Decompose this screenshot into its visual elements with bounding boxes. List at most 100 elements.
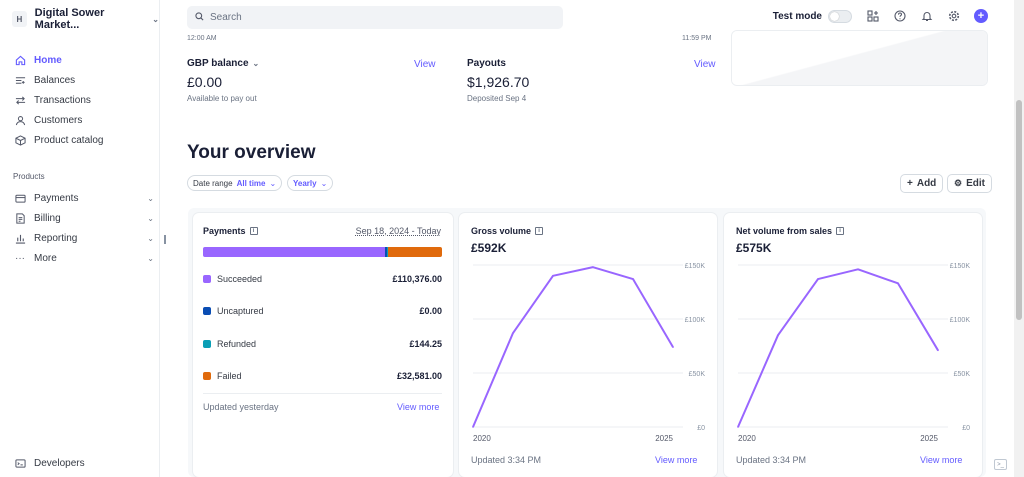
list-item[interactable]: Refunded £144.25 bbox=[203, 339, 442, 349]
sidebar-item-product-catalog[interactable]: Product catalog bbox=[14, 130, 154, 150]
plus-icon: + bbox=[907, 178, 913, 189]
sidebar-item-transactions[interactable]: Transactions bbox=[14, 90, 154, 110]
payments-icon bbox=[14, 192, 26, 204]
payments-date-range[interactable]: Sep 18, 2024 - Today bbox=[355, 226, 441, 236]
net-view-more[interactable]: View more bbox=[920, 455, 963, 465]
sidebar-item-more[interactable]: ··· More ⌄ bbox=[14, 248, 154, 268]
gross-title: Gross volume bbox=[471, 226, 532, 236]
x-tick-label: 2025 bbox=[920, 434, 938, 443]
home-icon bbox=[14, 54, 26, 66]
row-value: £32,581.00 bbox=[396, 371, 442, 381]
info-icon[interactable]: i bbox=[836, 227, 845, 235]
chevron-down-icon: ⌄ bbox=[147, 233, 154, 243]
help-icon[interactable] bbox=[893, 10, 906, 23]
account-avatar: H bbox=[12, 11, 27, 27]
search-icon bbox=[195, 11, 204, 24]
net-title: Net volume from sales bbox=[736, 226, 833, 236]
products-nav: Products Payments ⌄ Billing ⌄ Reporting … bbox=[13, 172, 154, 268]
interval-filter[interactable]: Yearly ⌄ bbox=[287, 175, 334, 191]
gbp-balance: GBP balance ⌄ £0.00 Available to pay out bbox=[187, 58, 259, 103]
payments-view-more[interactable]: View more bbox=[397, 402, 440, 412]
payouts-amount: $1,926.70 bbox=[467, 74, 530, 90]
gbp-balance-sub: Available to pay out bbox=[187, 94, 257, 103]
net-volume-card: Net volume from sales i £575K £150K £100K… bbox=[724, 213, 982, 477]
chevron-down-icon: ⌄ bbox=[147, 193, 154, 203]
bell-icon[interactable] bbox=[920, 10, 933, 23]
section-label-products: Products bbox=[13, 172, 45, 181]
search-input[interactable]: Search bbox=[187, 6, 563, 29]
row-value: £144.25 bbox=[409, 339, 442, 349]
row-label: Refunded bbox=[217, 339, 257, 349]
sidebar-collapse-handle[interactable] bbox=[164, 235, 166, 244]
net-updated: Updated 3:34 PM bbox=[736, 455, 807, 465]
sidebar-item-billing[interactable]: Billing ⌄ bbox=[14, 208, 154, 228]
time-tick-end: 11:59 PM bbox=[682, 35, 712, 42]
sidebar-item-balances[interactable]: Balances bbox=[14, 70, 154, 90]
sidebar-item-label: More bbox=[34, 252, 57, 264]
edit-label: Edit bbox=[966, 178, 985, 189]
bar-segment-refunded bbox=[386, 247, 388, 257]
y-tick-label: £0 bbox=[962, 425, 970, 432]
apps-icon[interactable] bbox=[866, 10, 879, 23]
info-icon[interactable]: i bbox=[249, 227, 258, 235]
y-tick-label: £0 bbox=[697, 425, 705, 432]
payouts-summary: Payouts $1,926.70 Deposited Sep 4 bbox=[467, 58, 529, 103]
toggle-switch[interactable] bbox=[828, 9, 852, 23]
gbp-balance-dropdown[interactable]: GBP balance ⌄ bbox=[187, 58, 259, 69]
payouts-view-link[interactable]: View bbox=[694, 59, 716, 70]
payouts-sub: Deposited Sep 4 bbox=[467, 94, 527, 103]
sidebar-item-developers[interactable]: Developers bbox=[14, 453, 154, 473]
sidebar-item-label: Balances bbox=[34, 74, 76, 86]
sidebar-item-label: Developers bbox=[34, 457, 85, 469]
gross-view-more[interactable]: View more bbox=[655, 455, 698, 465]
row-value: £0.00 bbox=[419, 306, 442, 316]
terminal-icon[interactable]: >_ bbox=[994, 459, 1007, 470]
bar-segment-failed bbox=[387, 247, 442, 257]
primary-nav: Home Balances Transactions Customers Pro… bbox=[14, 50, 154, 150]
list-item[interactable]: Succeeded £110,376.00 bbox=[203, 274, 442, 284]
y-tick-label: £150K bbox=[950, 263, 971, 270]
card-title: Gross volume i bbox=[471, 226, 544, 236]
sidebar-item-customers[interactable]: Customers bbox=[14, 110, 154, 130]
row-label: Failed bbox=[217, 371, 242, 381]
billing-icon bbox=[14, 212, 26, 224]
x-tick-label: 2020 bbox=[738, 434, 756, 443]
terminal-icon bbox=[14, 457, 26, 469]
list-item[interactable]: Failed £32,581.00 bbox=[203, 371, 442, 381]
gross-volume-chart: £150K £100K £50K £0 2020 2025 bbox=[472, 263, 705, 443]
y-tick-label: £50K bbox=[954, 371, 971, 378]
page-scrollbar[interactable] bbox=[1014, 0, 1024, 477]
gbp-view-link[interactable]: View bbox=[414, 59, 436, 70]
data-point bbox=[672, 346, 674, 348]
sidebar-item-reporting[interactable]: Reporting ⌄ bbox=[14, 228, 154, 248]
gear-icon[interactable] bbox=[947, 10, 960, 23]
customers-icon bbox=[14, 114, 26, 126]
test-mode-toggle[interactable]: Test mode bbox=[773, 9, 852, 23]
net-volume-chart: £150K £100K £50K £0 2020 2025 bbox=[737, 263, 971, 443]
divider bbox=[203, 393, 442, 394]
sidebar-item-home[interactable]: Home bbox=[14, 50, 154, 70]
date-range-filter[interactable]: Date range All time ⌄ bbox=[187, 175, 283, 191]
sidebar-item-label: Product catalog bbox=[34, 134, 104, 146]
data-point bbox=[632, 278, 634, 280]
chevron-down-icon: ⌄ bbox=[252, 59, 260, 68]
sidebar-item-label: Billing bbox=[34, 212, 61, 224]
payments-card: Payments i Sep 18, 2024 - Today Succeede… bbox=[193, 213, 453, 477]
time-tick-start: 12:00 AM bbox=[187, 35, 217, 42]
scrollbar-thumb[interactable] bbox=[1016, 100, 1022, 320]
sidebar-item-payments[interactable]: Payments ⌄ bbox=[14, 188, 154, 208]
series-line bbox=[737, 268, 939, 428]
uncaptured-swatch bbox=[203, 307, 211, 315]
list-item[interactable]: Uncaptured £0.00 bbox=[203, 306, 442, 316]
data-point bbox=[817, 278, 819, 280]
edit-button[interactable]: ⚙ Edit bbox=[947, 174, 992, 193]
info-icon[interactable]: i bbox=[535, 227, 544, 235]
sidebar: H Digital Sower Market... ⌄ Home Balance… bbox=[0, 0, 160, 477]
page-title: Your overview bbox=[187, 142, 316, 163]
card-title: Payments i bbox=[203, 226, 258, 236]
row-value: £110,376.00 bbox=[392, 274, 442, 284]
create-new-button[interactable]: + bbox=[974, 9, 988, 23]
account-switcher[interactable]: H Digital Sower Market... ⌄ bbox=[12, 7, 159, 31]
product-catalog-icon bbox=[14, 134, 26, 146]
add-button[interactable]: + Add bbox=[900, 174, 944, 193]
